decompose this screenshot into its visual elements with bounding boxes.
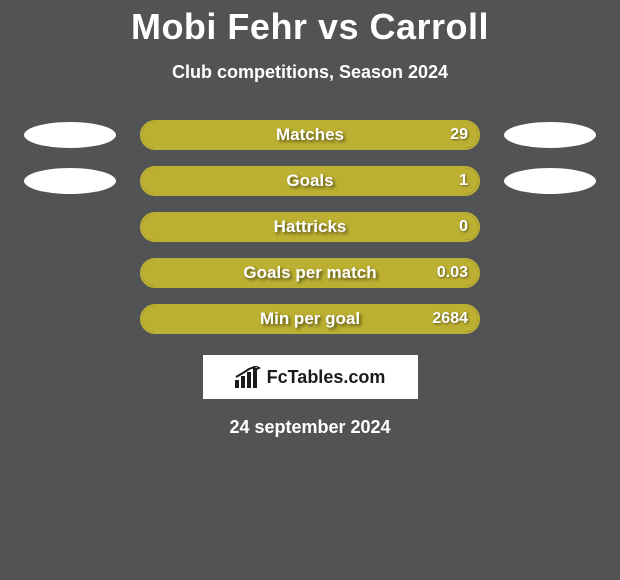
stat-rows-container: Matches 29 Goals 1 Hattricks 0 Goals per match…	[0, 119, 620, 335]
stat-label: Matches	[276, 125, 344, 145]
player-right-ellipse	[504, 168, 596, 194]
left-avatar-slot	[20, 122, 120, 148]
stat-bar-track: Min per goal 2684	[140, 304, 480, 334]
stat-row: Matches 29	[0, 119, 620, 151]
stat-row: Goals per match 0.03	[0, 257, 620, 289]
stat-label: Min per goal	[260, 309, 360, 329]
stat-bar-track: Hattricks 0	[140, 212, 480, 242]
logo-box[interactable]: FcTables.com	[203, 355, 418, 399]
player-left-ellipse	[24, 168, 116, 194]
right-avatar-slot	[500, 168, 600, 194]
page-title: Mobi Fehr vs Carroll	[0, 6, 620, 48]
stat-label: Hattricks	[274, 217, 347, 237]
stat-label: Goals per match	[243, 263, 376, 283]
logo-text: FcTables.com	[267, 367, 386, 388]
left-avatar-slot	[20, 168, 120, 194]
stat-value-right: 0	[459, 218, 468, 236]
stat-value-right: 0.03	[437, 264, 468, 282]
chart-icon	[235, 366, 261, 388]
comparison-infographic: Mobi Fehr vs Carroll Club competitions, …	[0, 0, 620, 438]
stat-row: Goals 1	[0, 165, 620, 197]
stat-label: Goals	[286, 171, 333, 191]
page-subtitle: Club competitions, Season 2024	[0, 62, 620, 83]
stat-row: Min per goal 2684	[0, 303, 620, 335]
stat-value-right: 29	[450, 126, 468, 144]
stat-bar-track: Goals 1	[140, 166, 480, 196]
stat-value-right: 2684	[432, 310, 468, 328]
player-left-ellipse	[24, 122, 116, 148]
player-right-ellipse	[504, 122, 596, 148]
date-line: 24 september 2024	[0, 417, 620, 438]
stat-value-right: 1	[459, 172, 468, 190]
stat-row: Hattricks 0	[0, 211, 620, 243]
right-avatar-slot	[500, 122, 600, 148]
stat-bar-track: Goals per match 0.03	[140, 258, 480, 288]
stat-bar-track: Matches 29	[140, 120, 480, 150]
